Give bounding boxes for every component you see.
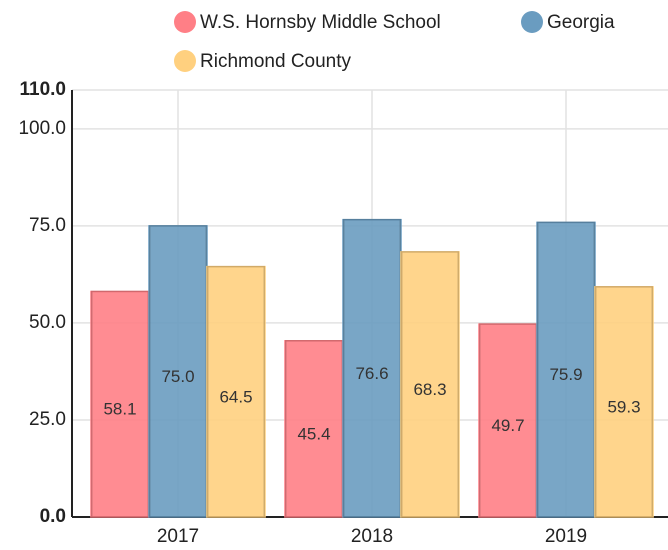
legend-label: Richmond County [200, 51, 352, 72]
bar-outline [595, 286, 653, 518]
bar [478, 323, 538, 518]
y-tick-label: 100.0 [18, 118, 66, 139]
legend-swatch [174, 50, 196, 72]
data-label: 45.4 [297, 424, 330, 443]
bar [400, 251, 460, 518]
bar [342, 218, 402, 518]
y-tick-label: 25.0 [29, 409, 66, 430]
x-tick-label: 2018 [351, 526, 393, 547]
x-tick-label: 2017 [157, 526, 199, 547]
data-label: 75.9 [549, 365, 582, 384]
y-tick-label: 75.0 [29, 215, 66, 236]
bar [536, 221, 596, 518]
data-label: 76.6 [355, 364, 388, 383]
data-label: 64.5 [219, 387, 252, 406]
data-label: 75.0 [161, 367, 194, 386]
x-tick-label: 2019 [545, 526, 587, 547]
bar [206, 265, 266, 518]
bar [594, 286, 654, 518]
y-tick-label: 0.0 [40, 506, 66, 527]
bar [90, 290, 150, 518]
data-label: 49.7 [491, 416, 524, 435]
bar [148, 225, 208, 518]
y-tick-label: 110.0 [20, 79, 67, 100]
y-tick-label: 50.0 [29, 312, 66, 333]
data-label: 68.3 [413, 380, 446, 399]
data-label: 58.1 [103, 400, 136, 419]
bar-outline [401, 251, 459, 518]
legend-label: W.S. Hornsby Middle School [200, 12, 441, 33]
bar-outline [207, 265, 265, 518]
legend-swatch [521, 11, 543, 33]
legend-label: Georgia [547, 12, 615, 33]
legend-swatch [174, 11, 196, 33]
data-label: 59.3 [607, 397, 640, 416]
